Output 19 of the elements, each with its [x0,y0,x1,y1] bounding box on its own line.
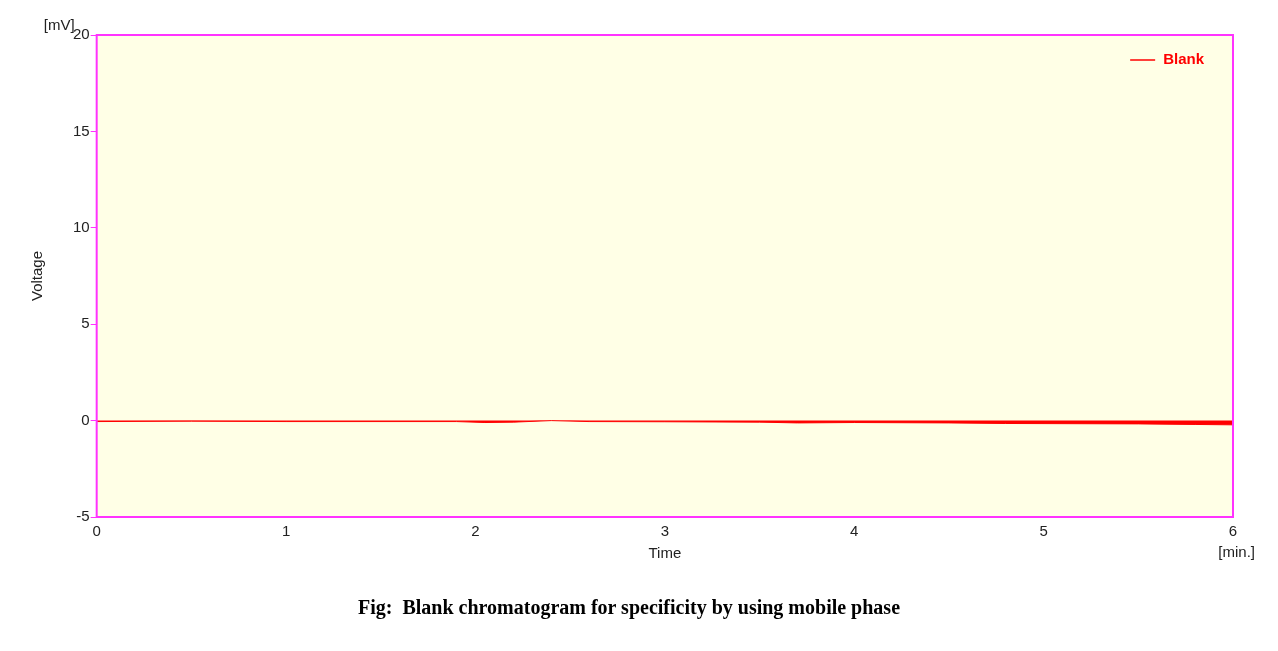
y-tick-label: 20 [73,25,90,43]
y-tick-label: 0 [81,410,90,428]
x-tick-label: 6 [1228,522,1238,540]
x-tick-label: 4 [850,522,859,540]
y-tick-label: 15 [73,121,90,139]
y-tick-label: 5 [81,314,90,332]
text: Fig: Blank chromatogram for specificity by using mobile phase [357,596,901,620]
x-tick-label: 3 [660,522,670,540]
y-tick-label: -5 [76,507,90,525]
x-tick-label: 0 [92,522,101,540]
x-axis-title: Time [648,544,682,562]
text: [mV] [43,15,75,33]
x-tick-label: 1 [281,522,291,540]
legend-label: Blank [1163,50,1205,68]
text: [min.] [1218,542,1255,560]
y-axis-title: Voltage [28,250,46,302]
y-tick-label: 10 [73,217,90,235]
x-tick-label: 2 [471,522,480,540]
x-tick-label: 5 [1039,522,1048,540]
